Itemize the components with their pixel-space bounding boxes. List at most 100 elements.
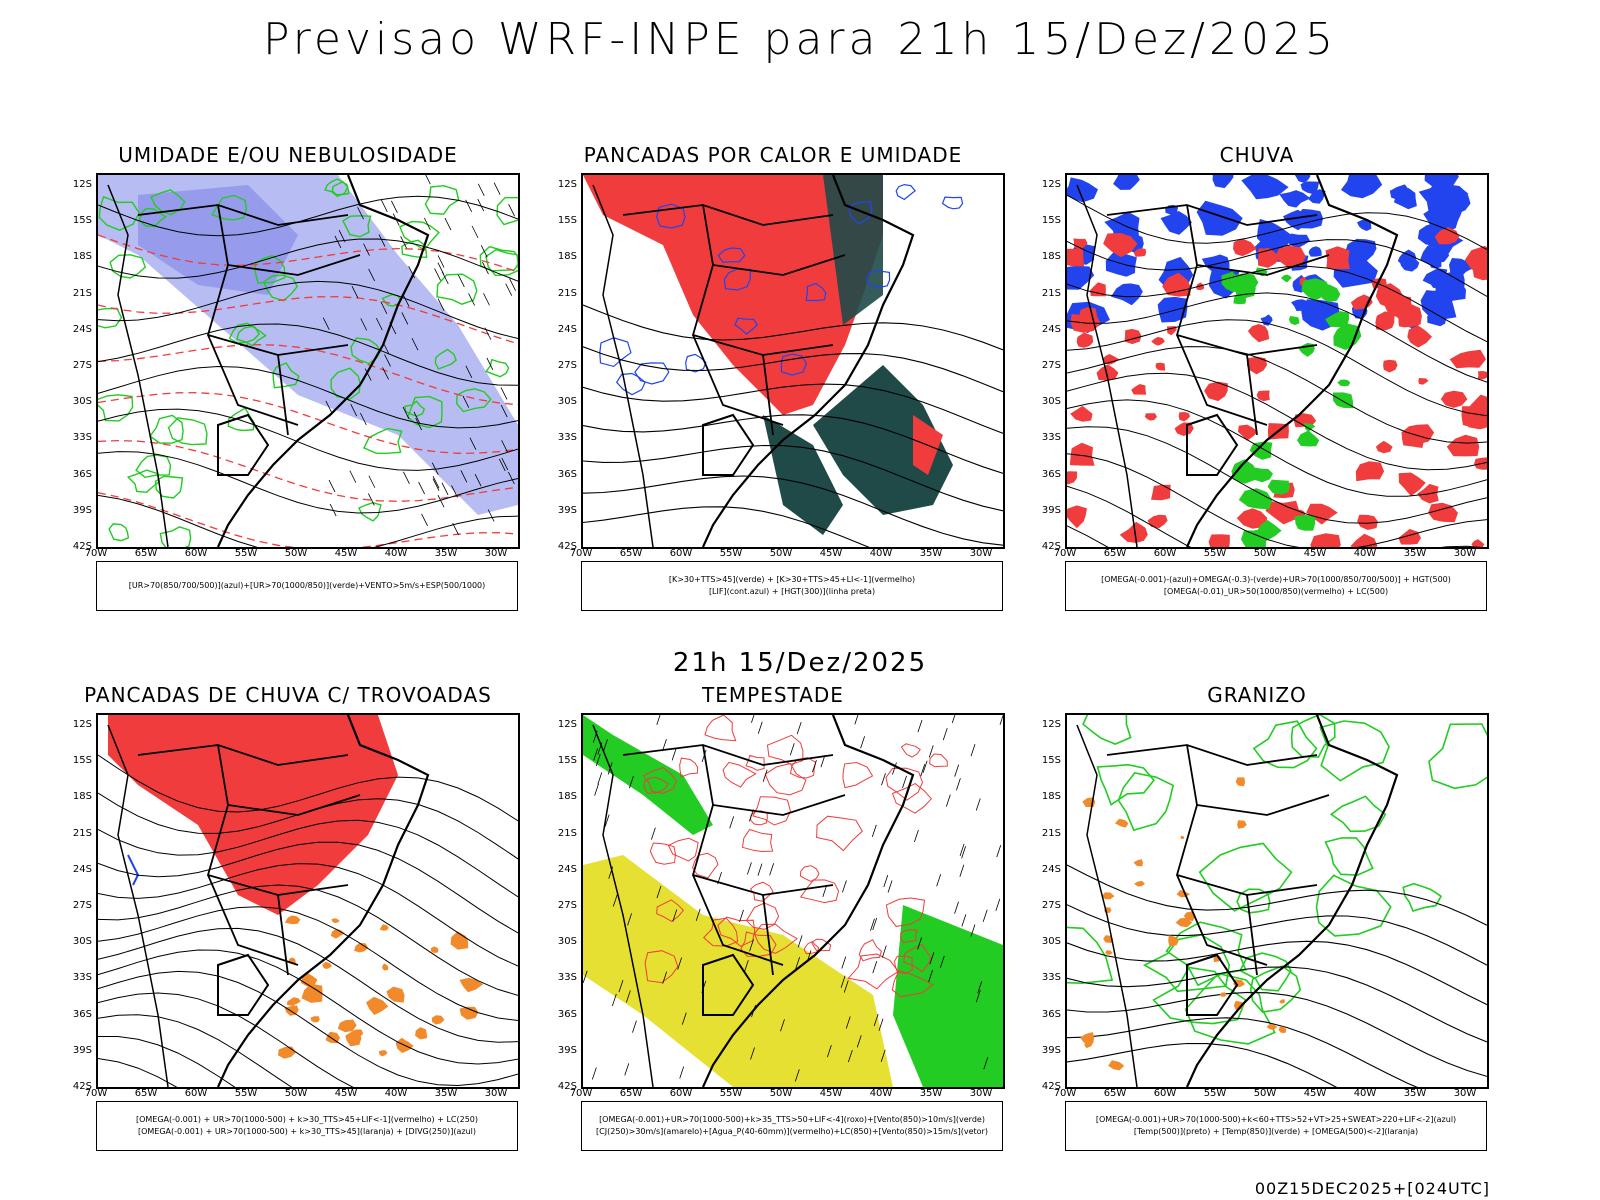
rain-humidity-red	[1265, 500, 1300, 525]
wind-vector	[975, 989, 981, 1003]
streamline-250	[98, 863, 518, 967]
wind-vector	[382, 367, 389, 380]
latitude-tick-label: 42S	[557, 1081, 577, 1092]
precipitable-water-contour	[667, 837, 699, 862]
wind-vector	[360, 412, 367, 426]
wind-vector	[880, 1049, 886, 1063]
wind-vector	[469, 437, 477, 450]
rain-humidity-red	[1096, 364, 1119, 381]
precipitable-water-contour	[903, 943, 932, 973]
legend-line: [UR>70(850/700/500)](azul)+[UR>70(1000/8…	[128, 581, 486, 590]
wind-vector	[364, 368, 372, 381]
longitude-tick-label: 70W	[84, 1088, 108, 1099]
latitude-tick-label: 15S	[557, 215, 577, 227]
latitude-tick-label: 24S	[72, 323, 92, 335]
rain-humidity-red	[1131, 384, 1147, 395]
thunderstorm-area-orange	[284, 915, 301, 925]
longitude-tick-label: 50W	[284, 548, 308, 559]
thunderstorm-area-orange	[430, 946, 439, 953]
wind-vector	[881, 945, 887, 958]
latitude-tick-label: 36S	[72, 468, 92, 480]
rain-humidity-red	[1398, 528, 1421, 545]
latitude-tick-label: 42S	[72, 1081, 92, 1092]
panel-storm: TEMPESTADE 12S 15S 18S 21S 24S 27S 30S 33S 36S 39S…	[533, 683, 1013, 1183]
humidity-contour-green	[406, 395, 443, 429]
rain-humidity-red	[1069, 442, 1095, 466]
lifted-index-contour	[717, 247, 746, 263]
rain-humidity-red	[1350, 533, 1378, 547]
rain-humidity-red	[1257, 248, 1272, 260]
latitude-tick-label: 30S	[557, 396, 577, 408]
streamline-250	[98, 754, 518, 822]
wind-vector	[367, 493, 375, 506]
latitude-tick-label: 24S	[72, 863, 92, 875]
wind-vector	[444, 217, 452, 231]
rain-humidity-red	[1233, 238, 1257, 257]
humidity-contour-green	[98, 394, 134, 422]
instability-area-ocean	[813, 365, 953, 515]
latitude-tick-label: 18S	[557, 791, 577, 803]
rain-humidity-red	[1375, 283, 1404, 309]
rain-omega-blue	[1308, 189, 1326, 204]
latitude-tick-label: 21S	[72, 827, 92, 839]
latitude-tick-label: 27S	[72, 360, 92, 371]
streamline-250	[98, 970, 518, 1087]
panel-title: GRANIZO	[1207, 683, 1307, 707]
rain-omega-blue	[1300, 181, 1320, 194]
rain-omega-blue	[1430, 277, 1444, 289]
wind-vector	[441, 482, 449, 496]
height-300-isoline	[583, 383, 1003, 434]
humidity-contour-green	[135, 454, 172, 479]
instability-area-red	[583, 175, 883, 415]
latitude-tick-label: 27S	[72, 900, 92, 911]
temperature-850-contour	[1236, 888, 1271, 914]
wind-vector	[452, 522, 459, 536]
precipitable-water-contour	[900, 743, 921, 758]
temperature-500-contour	[1067, 864, 1487, 926]
precipitable-water-contour	[722, 761, 757, 788]
legend-line: [OMEGA(-0.001)+UR>70(1000-500)+k>35_TTS>…	[599, 1115, 985, 1124]
lifted-index-contour	[780, 353, 807, 376]
rain-humidity-red	[1151, 336, 1165, 346]
latitude-tick-label: 30S	[72, 396, 92, 408]
wind-vector	[757, 721, 763, 734]
legend-line: [OMEGA(-0.01)_UR>50(1000/850)(vermelho) …	[1163, 587, 1389, 596]
precipitable-water-contour	[891, 969, 934, 998]
latitude-tick-label: 27S	[557, 900, 577, 911]
rain-omega-blue	[1423, 205, 1459, 233]
rain-humidity-red	[1067, 505, 1087, 529]
rain-omega-blue	[1427, 312, 1447, 327]
wind-vector	[671, 748, 677, 761]
height-300-isoline	[583, 414, 1003, 474]
thickness-isoline-red	[98, 296, 518, 345]
map-legend: [OMEGA(-0.001) + UR>70(1000-500) + k>30_…	[96, 1101, 518, 1151]
longitude-tick-label: 30W	[969, 548, 993, 559]
latitude-tick-label: 12S	[1041, 179, 1061, 190]
rain-humidity-red	[1103, 233, 1138, 258]
panel-thunderstorm-showers: PANCADAS DE CHUVA C/ TROVOADAS 12S 15S 18S 2…	[48, 683, 528, 1183]
latitude-tick-label: 30S	[1041, 936, 1061, 948]
longitude-tick-label: 45W	[334, 1088, 358, 1099]
longitude-tick-label: 70W	[84, 548, 108, 559]
temperature-850-contour	[1142, 933, 1231, 993]
wind-vector	[922, 760, 928, 773]
rain-humidity-red	[1247, 324, 1270, 343]
wind-vector	[762, 769, 768, 782]
rain-omega-blue	[1105, 252, 1137, 277]
humidity-contour-green	[262, 274, 299, 302]
wind-vector	[480, 245, 488, 258]
longitude-tick-label: 55W	[234, 1088, 258, 1099]
wind-vector	[977, 981, 983, 994]
wind-vector	[749, 939, 754, 952]
thunderstorm-area-orange	[450, 931, 469, 950]
humidity-contour-green	[456, 388, 492, 413]
rain-humidity-red	[1246, 356, 1268, 375]
wind-vector	[627, 913, 632, 926]
rain-humidity-red	[1076, 332, 1094, 348]
rain-omega-blue	[1110, 283, 1143, 306]
latitude-tick-label: 42S	[1041, 541, 1061, 552]
wind-vector	[486, 357, 494, 371]
wind-vector	[501, 440, 508, 453]
lifted-index-contour	[941, 196, 964, 210]
longitude-tick-label: 70W	[569, 548, 593, 559]
